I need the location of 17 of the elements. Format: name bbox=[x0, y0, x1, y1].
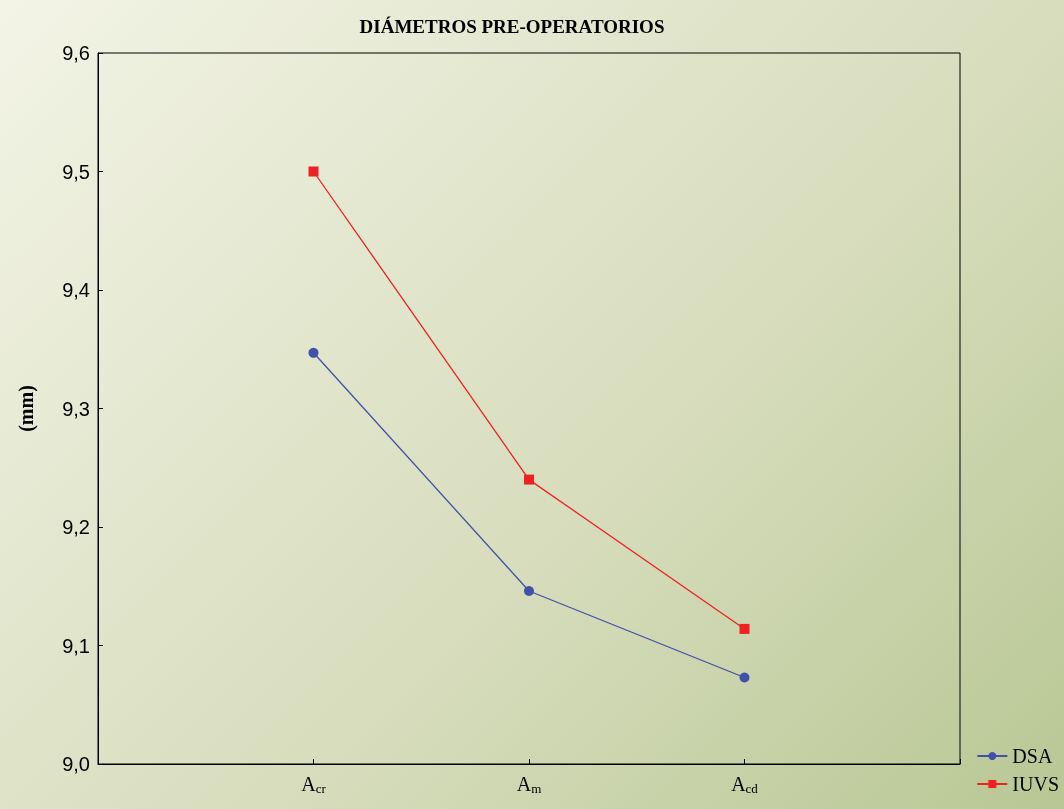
point bbox=[524, 585, 534, 596]
point bbox=[308, 347, 319, 358]
legend-label: IUVS bbox=[1012, 773, 1059, 795]
y-tick-label: 9,5 bbox=[62, 160, 90, 183]
y-tick-label: 9,1 bbox=[62, 634, 90, 657]
y-tick-label: 9,6 bbox=[62, 42, 90, 64]
point bbox=[739, 672, 750, 683]
y-tick-label: 9,3 bbox=[62, 397, 90, 420]
y-axis-title: (mm) bbox=[15, 385, 38, 432]
y-tick-label: 9,0 bbox=[62, 753, 90, 775]
y-tick-label: 9,4 bbox=[62, 279, 90, 301]
point bbox=[524, 474, 534, 485]
chart-title: DIÁMETROS PRE-OPERATORIOS bbox=[359, 16, 665, 37]
legend-label: DSA bbox=[1012, 745, 1053, 767]
point bbox=[308, 166, 319, 177]
y-tick-label: 9,2 bbox=[62, 516, 90, 538]
point bbox=[739, 623, 750, 634]
